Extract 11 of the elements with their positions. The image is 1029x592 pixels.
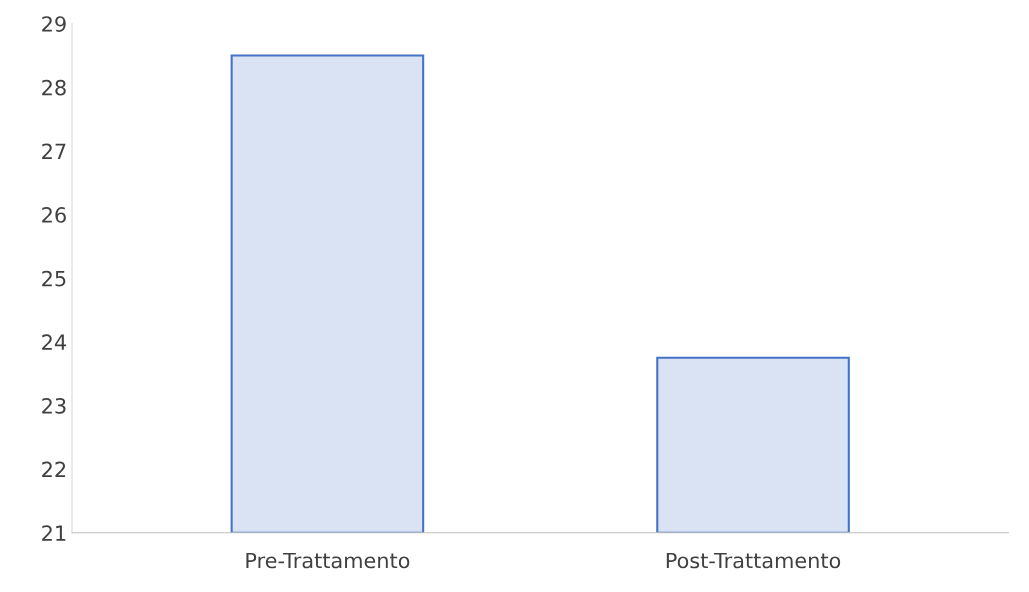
x-tick-label: Pre-Trattamento (246, 552, 410, 569)
y-tick-label: 23 (42, 397, 66, 414)
x-tick-label: Post-Trattamento (666, 552, 841, 569)
y-tick-label: 24 (42, 334, 66, 350)
y-tick-label: 27 (42, 143, 66, 159)
y-tick-label: 28 (42, 79, 66, 96)
y-tick-label: 26 (42, 207, 66, 223)
y-tick-label: 21 (42, 525, 66, 541)
y-tick-label: 29 (42, 16, 66, 32)
y-tick-label: 22 (42, 461, 66, 478)
y-tick-label: 25 (42, 270, 66, 287)
